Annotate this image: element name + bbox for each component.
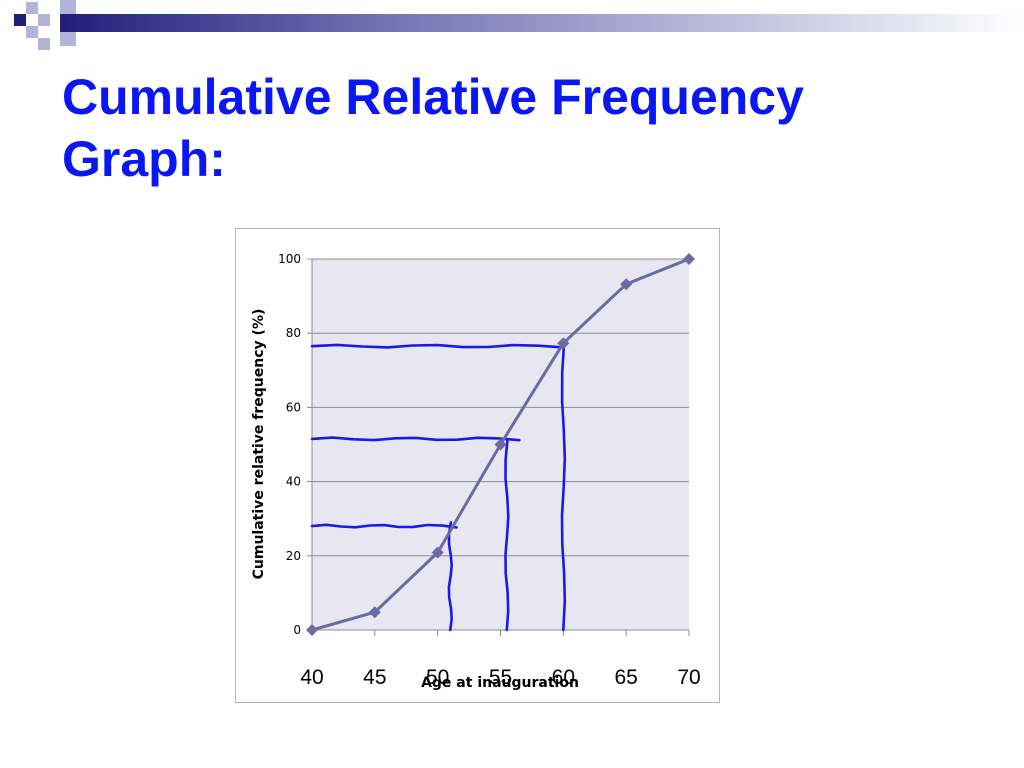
y-tick-label: 40 bbox=[286, 475, 301, 489]
y-tick-label: 60 bbox=[286, 400, 301, 414]
hand-drawn-horizontal-line bbox=[310, 436, 521, 442]
x-tick-label: 40 bbox=[300, 666, 323, 689]
deco-square bbox=[26, 2, 38, 14]
hand-drawn-horizontal-line bbox=[310, 523, 458, 529]
y-tick-labels: 0 20 40 60 80 100 bbox=[278, 252, 301, 637]
y-tick-label: 0 bbox=[293, 623, 301, 637]
data-point-marker bbox=[306, 624, 318, 636]
hand-drawn-vertical-line bbox=[447, 521, 453, 632]
x-axis-title: Age at inauguration bbox=[421, 675, 579, 691]
y-tick-label: 100 bbox=[278, 252, 301, 266]
cumulative-frequency-chart: 0 20 40 60 80 100 Cumulative relative frequen… bbox=[251, 252, 701, 691]
x-tick-label: 55 bbox=[489, 666, 512, 689]
x-tick-label: 70 bbox=[677, 666, 700, 689]
x-tick-label: 50 bbox=[426, 666, 449, 689]
deco-square bbox=[38, 14, 50, 26]
data-point-marker bbox=[368, 606, 381, 619]
hand-drawn-vertical-line bbox=[504, 439, 510, 632]
deco-square bbox=[14, 14, 26, 26]
hand-drawn-horizontal-line bbox=[310, 343, 565, 349]
y-tick-label: 80 bbox=[286, 326, 301, 340]
x-tick-label: 65 bbox=[614, 666, 637, 689]
deco-square bbox=[38, 38, 50, 50]
x-tick-label: 45 bbox=[363, 666, 386, 689]
data-point-marker bbox=[620, 278, 633, 291]
data-series bbox=[306, 253, 695, 636]
x-tick-label: 60 bbox=[552, 666, 575, 689]
hand-drawn-annotations bbox=[310, 343, 567, 632]
chart-frame: 0 20 40 60 80 100 Cumulative relative frequen… bbox=[235, 228, 720, 703]
data-point-marker bbox=[557, 337, 570, 350]
title-decoration bbox=[14, 0, 1024, 50]
deco-square bbox=[60, 0, 76, 14]
data-point-marker bbox=[683, 253, 695, 265]
slide-title: Cumulative Relative Frequency Graph: bbox=[62, 69, 804, 187]
deco-square bbox=[60, 32, 76, 46]
x-tick-labels: 40 45 50 55 60 65 70 bbox=[300, 666, 700, 689]
hand-drawn-vertical-line bbox=[560, 343, 567, 632]
title-bar-gradient bbox=[60, 14, 1024, 32]
y-tick-label: 20 bbox=[286, 549, 301, 563]
data-point-marker bbox=[431, 546, 444, 559]
data-point-marker bbox=[494, 438, 507, 451]
deco-square bbox=[26, 26, 38, 38]
y-axis-title: Cumulative relative frequency (%) bbox=[251, 309, 267, 580]
